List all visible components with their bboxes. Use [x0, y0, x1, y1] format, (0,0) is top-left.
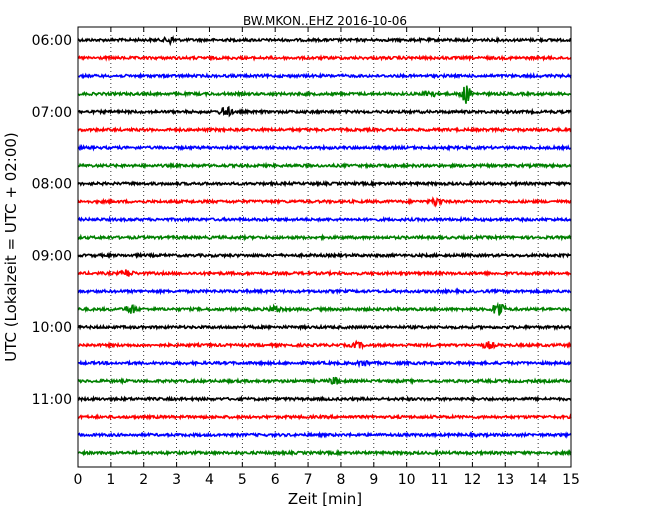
seismic-trace [77, 85, 572, 104]
x-tick-label: 2 [139, 472, 148, 488]
seismic-trace [77, 196, 572, 208]
seismic-trace [77, 301, 572, 316]
x-tick-label: 6 [271, 472, 280, 488]
x-tick-label: 0 [74, 472, 83, 488]
x-tick-label: 8 [336, 472, 345, 488]
y-axis-ticks: 06:00 07:00 08:00 09:00 10:00 11:00 [32, 33, 571, 408]
seismic-trace [77, 413, 572, 421]
x-tick-label: 4 [205, 472, 214, 488]
y-tick-label: 11:00 [32, 392, 72, 408]
x-tick-label: 12 [463, 472, 481, 488]
y-tick-label: 08:00 [32, 177, 72, 193]
seismic-trace [77, 126, 572, 134]
x-tick-label: 1 [106, 472, 115, 488]
x-tick-label: 10 [398, 472, 416, 488]
seismic-trace [77, 54, 572, 62]
x-axis-label: Zeit [min] [288, 490, 362, 508]
x-tick-label: 9 [369, 472, 378, 488]
seismic-traces [77, 35, 572, 457]
y-tick-label: 06:00 [32, 33, 72, 49]
plot-frame [77, 26, 572, 468]
chart-title: BW.MKON..EHZ 2016-10-06 [243, 14, 407, 28]
seismic-trace [77, 395, 572, 403]
seismic-trace [77, 359, 572, 369]
y-tick-label: 07:00 [32, 105, 72, 121]
y-tick-label: 09:00 [32, 248, 72, 264]
seismic-trace [77, 287, 572, 296]
x-tick-label: 5 [238, 472, 247, 488]
y-axis-label: UTC (Lokalzeit = UTC + 02:00) [2, 132, 20, 362]
y-tick-label: 10:00 [32, 320, 72, 336]
seismic-trace [77, 233, 572, 242]
x-tick-label: 13 [496, 472, 514, 488]
x-tick-label: 3 [172, 472, 181, 488]
seismic-trace [77, 105, 572, 118]
x-tick-label: 11 [431, 472, 449, 488]
seismic-trace [77, 35, 572, 47]
vertical-grid [110, 27, 539, 467]
seismic-trace [77, 251, 572, 260]
seismic-trace [77, 71, 572, 80]
seismic-trace [77, 430, 572, 439]
seismic-trace [77, 323, 572, 332]
seismic-trace [77, 143, 572, 152]
x-tick-label: 7 [304, 472, 313, 488]
x-tick-label: 14 [529, 472, 547, 488]
seismic-trace [77, 179, 572, 188]
seismic-trace [77, 376, 572, 386]
x-tick-label: 15 [562, 472, 580, 488]
seismic-trace [77, 448, 572, 457]
seismic-trace [77, 161, 572, 170]
seismic-trace [77, 269, 572, 278]
seismic-trace [77, 215, 572, 224]
x-axis-ticks: 0 1 2 3 4 5 6 7 8 9 10 11 12 13 14 15 [74, 27, 580, 488]
seismic-trace [77, 339, 572, 351]
